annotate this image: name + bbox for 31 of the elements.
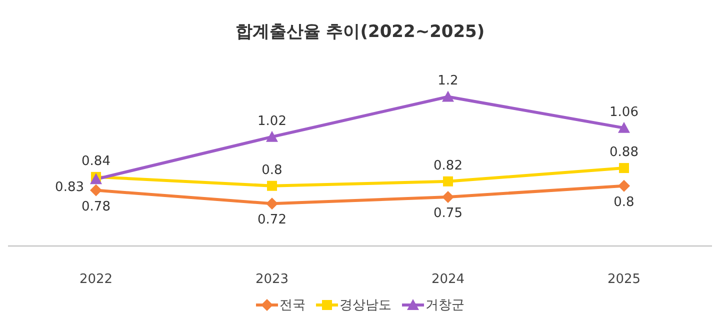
point [90, 184, 102, 196]
data-label: 1.06 [610, 104, 638, 120]
point [90, 173, 102, 184]
data-label: 1.02 [258, 114, 286, 129]
chart-title: 합계출산율 추이(2022~2025) [234, 21, 486, 44]
data-label: 0.8 [262, 162, 282, 178]
data-label: 0.83 [55, 180, 84, 196]
legend-label: 거창군 [424, 297, 464, 314]
data-label: 0.8 [614, 194, 634, 210]
point [443, 176, 453, 186]
point [442, 90, 454, 102]
data-label: 0.75 [434, 206, 462, 221]
point [618, 122, 630, 133]
data-label: 1.2 [438, 74, 458, 89]
data-label: 0.82 [434, 158, 462, 174]
x-tick-label: 2023 [255, 272, 289, 288]
x-tick-label: 2022 [79, 272, 113, 288]
legend-label: 경상남도 [338, 297, 392, 314]
point [618, 180, 630, 192]
point [266, 198, 278, 210]
point [266, 130, 278, 142]
x-tick-label: 2024 [431, 272, 465, 288]
data-label: 0.84 [82, 154, 110, 169]
point [619, 163, 629, 174]
point [442, 190, 454, 203]
legend-label: 전국 [278, 297, 306, 314]
data-label: 0.72 [258, 212, 286, 228]
data-label: 0.78 [82, 199, 110, 214]
data-label: 0.88 [610, 145, 638, 160]
x-tick-label: 2025 [607, 272, 641, 288]
point [267, 180, 277, 191]
